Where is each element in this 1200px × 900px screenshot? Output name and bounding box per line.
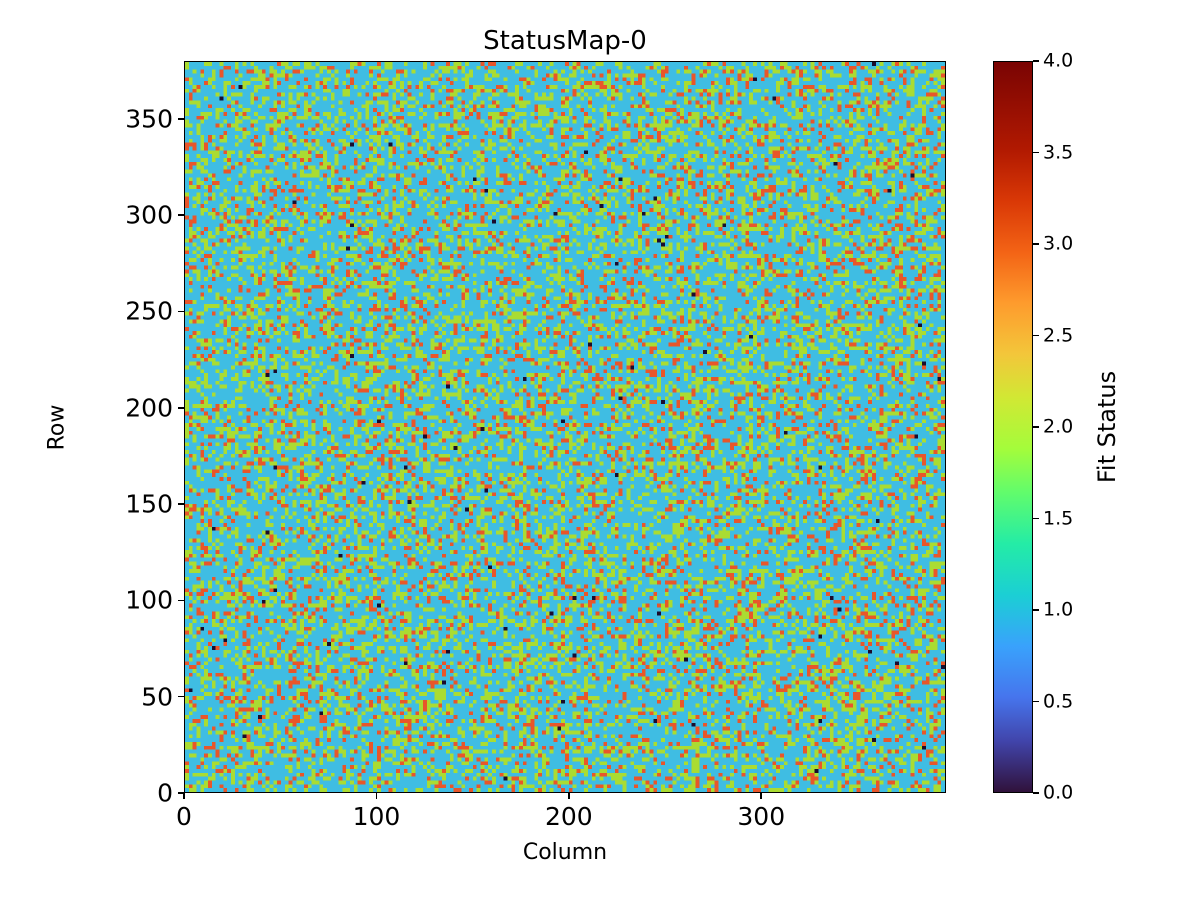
y-tick-label: 0 bbox=[157, 778, 173, 808]
colorbar-tick-label: 2.5 bbox=[1043, 324, 1074, 346]
page-title: StatusMap-0 bbox=[483, 26, 647, 56]
y-tick-label: 150 bbox=[125, 489, 173, 519]
x-tick-label: 0 bbox=[176, 802, 192, 831]
heatmap-plot-area[interactable] bbox=[184, 61, 946, 793]
y-axis-label: Row bbox=[45, 61, 70, 793]
colorbar[interactable] bbox=[993, 61, 1033, 793]
x-tick-label: 200 bbox=[544, 802, 593, 831]
colorbar-tick-mark bbox=[1033, 792, 1039, 794]
colorbar-tick-label: 3.0 bbox=[1043, 232, 1074, 255]
colorbar-gradient bbox=[994, 62, 1032, 792]
y-tick-label: 200 bbox=[125, 393, 173, 423]
x-tick-mark bbox=[760, 793, 763, 799]
colorbar-tick-mark bbox=[1033, 426, 1039, 428]
x-axis-label: Column bbox=[522, 840, 608, 865]
x-tick-label: 100 bbox=[352, 802, 401, 831]
y-tick-mark bbox=[178, 214, 184, 216]
y-tick-mark bbox=[178, 599, 184, 602]
x-tick-label: 300 bbox=[737, 802, 786, 831]
x-tick-mark bbox=[375, 793, 378, 799]
y-tick-label: 350 bbox=[125, 104, 173, 134]
x-tick-mark bbox=[568, 793, 570, 799]
y-tick-mark bbox=[178, 117, 184, 120]
heatmap-image bbox=[185, 62, 945, 792]
colorbar-tick-label: 1.0 bbox=[1043, 598, 1074, 621]
colorbar-tick-mark bbox=[1033, 151, 1039, 154]
colorbar-tick-mark bbox=[1033, 243, 1039, 245]
colorbar-tick-mark bbox=[1033, 609, 1039, 611]
y-tick-label: 50 bbox=[141, 682, 173, 712]
y-tick-mark bbox=[178, 503, 184, 505]
colorbar-tick-mark bbox=[1033, 60, 1039, 62]
y-axis-label-text: Row bbox=[44, 404, 70, 450]
colorbar-tick-mark bbox=[1033, 700, 1039, 703]
colorbar-tick-label: 2.0 bbox=[1043, 415, 1074, 438]
colorbar-tick-label: 0.0 bbox=[1043, 781, 1074, 804]
y-tick-label: 100 bbox=[125, 585, 173, 615]
colorbar-tick-label: 4.0 bbox=[1043, 49, 1074, 72]
colorbar-label: Fit Status bbox=[1092, 61, 1122, 793]
y-tick-label: 300 bbox=[125, 200, 173, 230]
colorbar-tick-label: 0.5 bbox=[1043, 690, 1074, 712]
y-tick-mark bbox=[178, 406, 184, 409]
colorbar-label-text: Fit Status bbox=[1093, 370, 1121, 484]
y-tick-mark bbox=[178, 310, 184, 313]
colorbar-tick-mark bbox=[1033, 334, 1039, 337]
colorbar-tick-label: 3.5 bbox=[1043, 141, 1074, 163]
colorbar-tick-mark bbox=[1033, 517, 1039, 520]
y-tick-mark bbox=[178, 792, 184, 794]
y-tick-mark bbox=[178, 695, 184, 698]
x-tick-mark bbox=[183, 793, 185, 799]
y-tick-label: 250 bbox=[125, 296, 173, 326]
colorbar-tick-label: 1.5 bbox=[1043, 507, 1074, 529]
